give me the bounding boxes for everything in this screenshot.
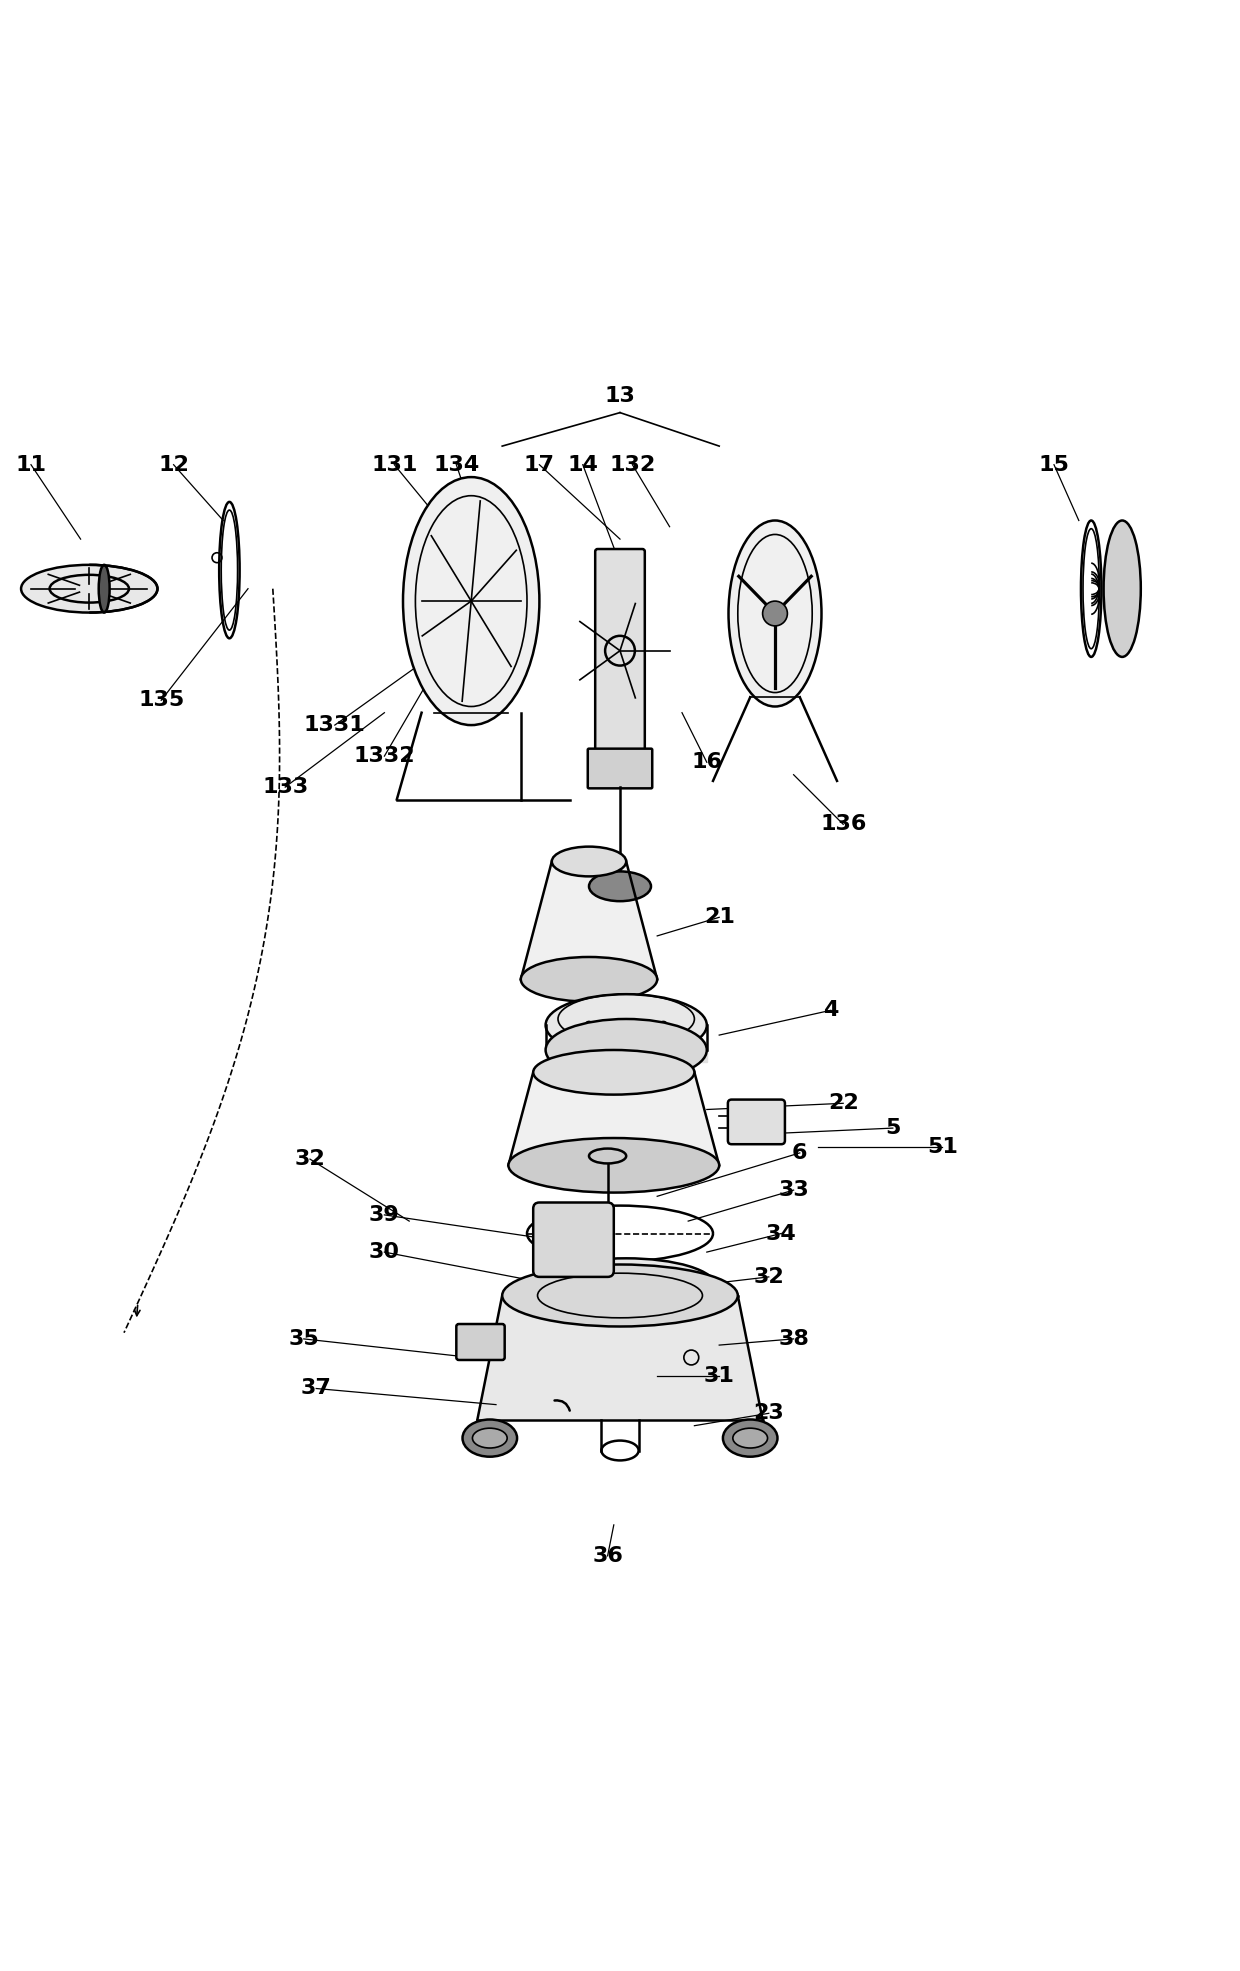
Text: 35: 35 — [289, 1328, 319, 1348]
Text: 14: 14 — [568, 455, 598, 475]
Ellipse shape — [729, 520, 821, 706]
Text: 34: 34 — [766, 1224, 796, 1244]
Text: 135: 135 — [138, 690, 185, 710]
Ellipse shape — [723, 1419, 777, 1457]
Text: 23: 23 — [754, 1403, 784, 1423]
Text: 16: 16 — [692, 753, 722, 773]
Text: 1332: 1332 — [353, 747, 415, 767]
Text: 136: 136 — [820, 814, 867, 834]
Polygon shape — [508, 1072, 719, 1165]
Text: 39: 39 — [370, 1204, 399, 1224]
Text: 13: 13 — [605, 386, 635, 406]
Text: 11: 11 — [15, 455, 47, 475]
Ellipse shape — [403, 477, 539, 725]
Text: 32: 32 — [754, 1267, 784, 1287]
Text: 17: 17 — [523, 455, 556, 475]
Ellipse shape — [546, 1019, 707, 1080]
FancyBboxPatch shape — [533, 1202, 614, 1277]
Text: 134: 134 — [433, 455, 480, 475]
Ellipse shape — [472, 1429, 507, 1449]
Text: 37: 37 — [301, 1378, 331, 1399]
Ellipse shape — [733, 1429, 768, 1449]
Ellipse shape — [589, 871, 651, 901]
Circle shape — [763, 601, 787, 627]
Ellipse shape — [463, 1419, 517, 1457]
Ellipse shape — [589, 1149, 626, 1163]
Text: 133: 133 — [262, 777, 309, 796]
Ellipse shape — [21, 566, 157, 613]
Ellipse shape — [502, 1265, 738, 1326]
FancyBboxPatch shape — [588, 749, 652, 788]
Ellipse shape — [521, 958, 657, 1001]
Text: 32: 32 — [295, 1149, 325, 1169]
FancyBboxPatch shape — [728, 1100, 785, 1145]
Ellipse shape — [546, 993, 707, 1056]
Text: 22: 22 — [828, 1094, 858, 1114]
FancyBboxPatch shape — [456, 1325, 505, 1360]
Text: 6: 6 — [792, 1143, 807, 1163]
Text: 12: 12 — [159, 455, 188, 475]
Ellipse shape — [1104, 520, 1141, 656]
Text: 132: 132 — [609, 455, 656, 475]
Polygon shape — [521, 861, 657, 980]
Ellipse shape — [508, 1137, 719, 1192]
Text: 31: 31 — [704, 1366, 734, 1386]
Ellipse shape — [537, 1257, 715, 1313]
Text: 21: 21 — [704, 907, 734, 926]
Polygon shape — [477, 1295, 763, 1419]
Ellipse shape — [552, 848, 626, 877]
Text: 1331: 1331 — [304, 715, 366, 735]
Circle shape — [559, 1222, 582, 1244]
Text: 33: 33 — [779, 1181, 808, 1200]
Polygon shape — [546, 1051, 707, 1062]
Text: 15: 15 — [1039, 455, 1069, 475]
Ellipse shape — [99, 566, 109, 613]
Text: 30: 30 — [370, 1242, 399, 1261]
Ellipse shape — [533, 1051, 694, 1094]
Text: 4: 4 — [823, 1001, 838, 1021]
FancyBboxPatch shape — [595, 550, 645, 753]
Text: 36: 36 — [593, 1545, 622, 1565]
Circle shape — [548, 1212, 593, 1256]
Text: 131: 131 — [371, 455, 418, 475]
Text: 38: 38 — [779, 1328, 808, 1348]
Text: 51: 51 — [928, 1137, 957, 1157]
Text: 5: 5 — [885, 1118, 900, 1137]
